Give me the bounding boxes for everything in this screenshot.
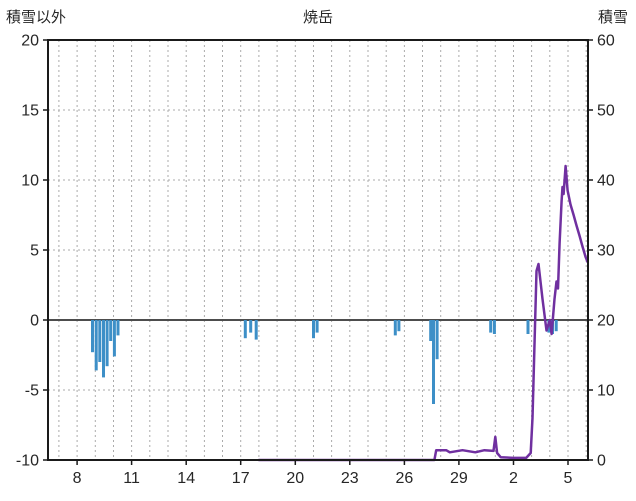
svg-text:60: 60: [597, 33, 615, 50]
right-axis: 60 50 40 30 20 10 0: [588, 33, 615, 470]
chart-title: 焼岳: [302, 9, 333, 26]
svg-text:5: 5: [30, 243, 39, 260]
vertical-gridlines: [58, 40, 587, 460]
svg-text:20: 20: [286, 470, 304, 487]
svg-text:20: 20: [597, 313, 615, 330]
snow-depth-line: [257, 164, 589, 462]
svg-text:23: 23: [341, 470, 359, 487]
right-axis-title: 積雪: [597, 9, 628, 26]
x-axis: 8 11 14 17 20 23 26 29 2 5: [73, 460, 573, 487]
svg-text:30: 30: [597, 243, 615, 260]
left-axis-title: 積雪以外: [6, 9, 67, 26]
svg-text:0: 0: [30, 313, 39, 330]
svg-text:26: 26: [396, 470, 414, 487]
svg-text:-10: -10: [16, 453, 39, 470]
svg-text:0: 0: [597, 453, 606, 470]
svg-text:8: 8: [73, 470, 82, 487]
svg-text:17: 17: [232, 470, 250, 487]
svg-text:-5: -5: [25, 383, 39, 400]
svg-text:20: 20: [21, 33, 39, 50]
bars-series: [91, 320, 558, 404]
horizontal-gridlines: [48, 109, 588, 391]
svg-text:40: 40: [597, 173, 615, 190]
svg-text:2: 2: [509, 470, 518, 487]
svg-text:10: 10: [597, 383, 615, 400]
svg-text:5: 5: [564, 470, 573, 487]
svg-text:10: 10: [21, 173, 39, 190]
svg-text:50: 50: [597, 103, 615, 120]
left-axis: 20 15 10 5 0 -5 -10: [16, 33, 48, 470]
svg-text:11: 11: [123, 470, 140, 487]
svg-text:15: 15: [21, 103, 39, 120]
svg-text:29: 29: [450, 470, 468, 487]
svg-text:14: 14: [177, 470, 195, 487]
